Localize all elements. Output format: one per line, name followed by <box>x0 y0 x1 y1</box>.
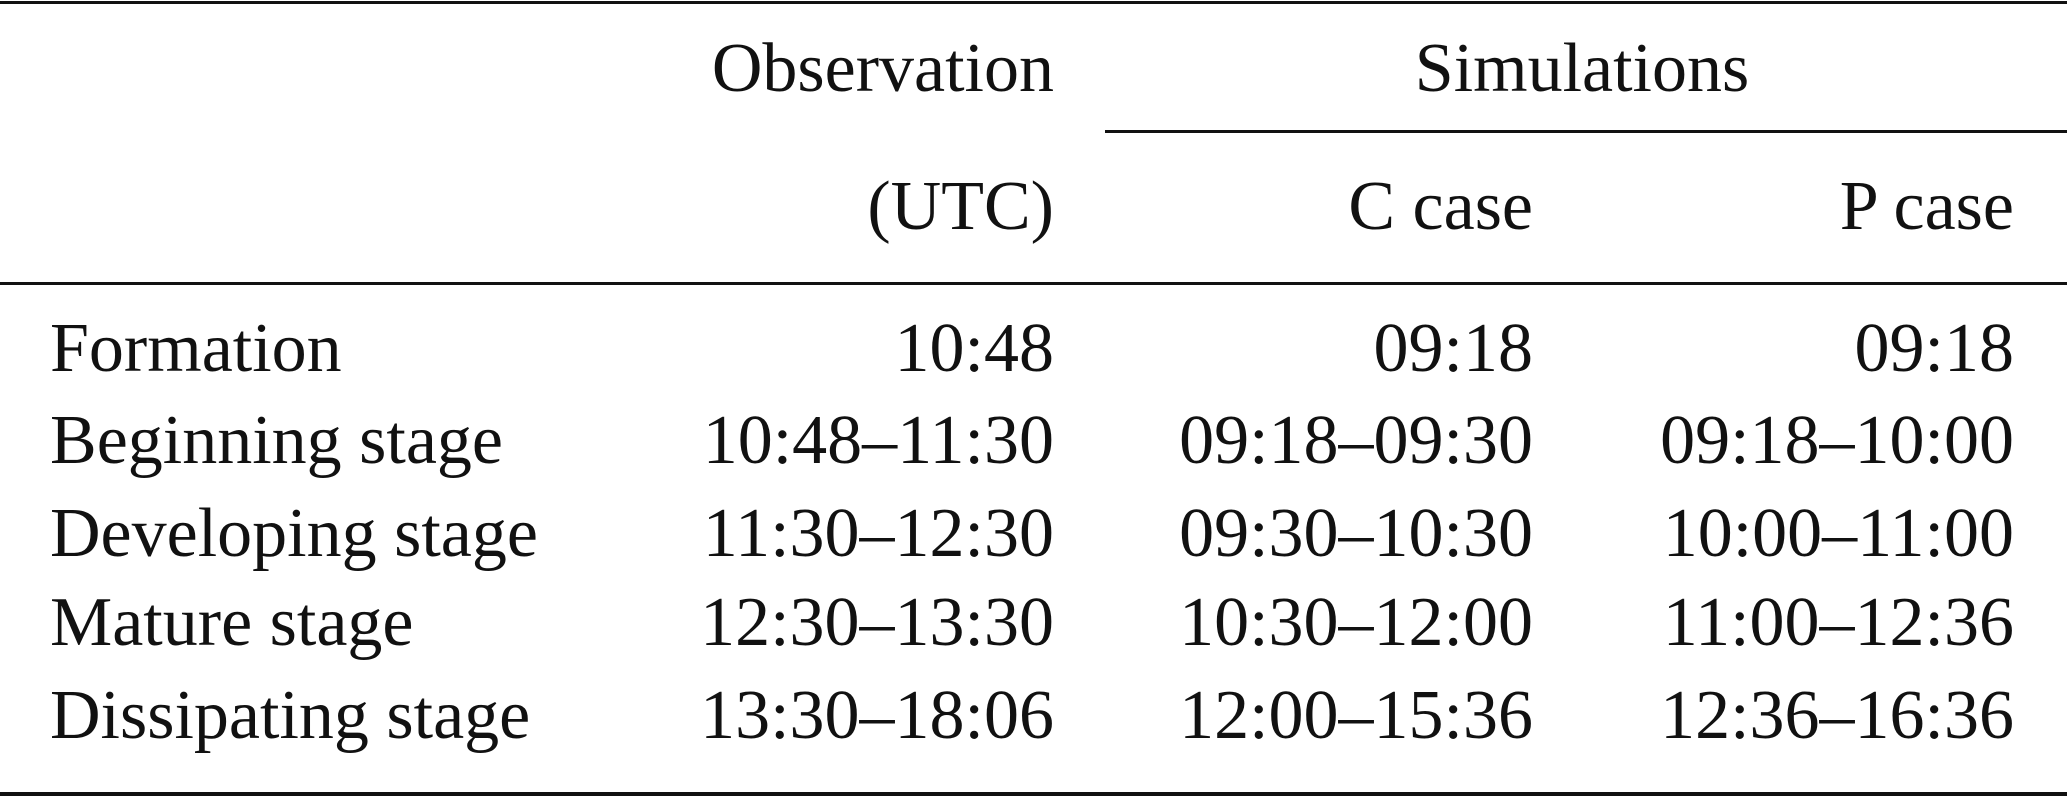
time-cell: 10:48–11:30 <box>702 402 1054 479</box>
time-cell: 12:00–15:36 <box>1179 677 1533 754</box>
column-header: Observation <box>711 30 1054 107</box>
stage-cell: Mature stage <box>50 584 414 661</box>
time-cell: 10:48 <box>894 310 1054 387</box>
time-cell: 13:30–18:06 <box>700 677 1054 754</box>
column-header: (UTC) <box>867 168 1054 245</box>
header-rule <box>0 282 2067 285</box>
time-cell: 09:18–09:30 <box>1179 402 1533 479</box>
stage-cell: Formation <box>50 310 342 387</box>
time-cell: 12:36–16:36 <box>1660 677 2014 754</box>
time-cell: 10:00–11:00 <box>1662 495 2014 572</box>
group-header: Simulations <box>1414 30 1750 107</box>
column-header: C case <box>1348 168 1533 245</box>
time-cell: 10:30–12:00 <box>1179 584 1533 661</box>
time-cell: 11:30–12:30 <box>702 495 1054 572</box>
time-cell: 12:30–13:30 <box>700 584 1054 661</box>
time-cell: 11:00–12:36 <box>1662 584 2014 661</box>
time-cell: 09:18–10:00 <box>1660 402 2014 479</box>
time-cell: 09:18 <box>1373 310 1533 387</box>
stage-cell: Developing stage <box>50 495 538 572</box>
time-cell: 09:30–10:30 <box>1179 495 1533 572</box>
bottom-rule <box>0 792 2067 796</box>
column-header: P case <box>1839 168 2014 245</box>
stage-cell: Dissipating stage <box>50 677 531 754</box>
time-cell: 09:18 <box>1854 310 2014 387</box>
stage-cell: Beginning stage <box>50 402 503 479</box>
group-rule <box>1105 130 2067 133</box>
top-rule <box>0 1 2067 4</box>
